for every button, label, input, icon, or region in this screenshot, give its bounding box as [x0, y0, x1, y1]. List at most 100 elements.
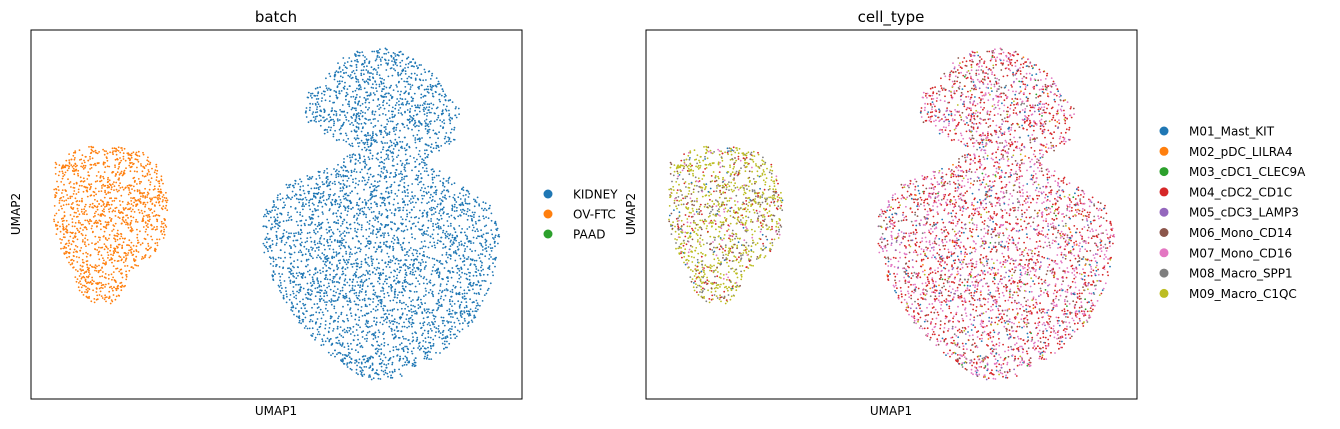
batch-point	[309, 282, 312, 284]
batch-point	[435, 272, 438, 275]
batch-point	[345, 330, 348, 332]
batch-point	[384, 204, 386, 207]
batch-point	[413, 72, 416, 75]
batch-point	[78, 275, 81, 277]
batch-point	[359, 248, 362, 251]
batch-point	[414, 285, 417, 288]
batch-point	[371, 264, 373, 267]
batch-point	[371, 368, 374, 370]
batch-point	[154, 242, 157, 245]
batch-point	[65, 230, 67, 233]
batch-point	[394, 171, 397, 174]
batch-point	[468, 289, 471, 292]
batch-point	[338, 230, 341, 233]
batch-point	[156, 197, 159, 200]
batch-point	[355, 80, 358, 83]
batch-point	[321, 340, 324, 343]
batch-point	[452, 138, 455, 141]
batch-point	[279, 275, 282, 278]
batch-point	[394, 288, 397, 291]
batch-point	[314, 111, 317, 114]
batch-point	[352, 70, 355, 72]
batch-point	[108, 290, 111, 293]
batch-point	[411, 183, 414, 185]
batch-point	[102, 257, 104, 260]
batch-point	[338, 195, 340, 198]
batch-point	[74, 151, 77, 154]
batch-point	[371, 262, 374, 265]
batch-point	[360, 361, 363, 364]
batch-point	[293, 234, 296, 237]
batch-point	[372, 73, 374, 75]
batch-point	[290, 205, 292, 208]
batch-point	[166, 199, 169, 202]
batch-point	[399, 140, 401, 143]
batch-point	[74, 236, 76, 239]
batch-point	[116, 267, 119, 270]
batch-point	[463, 264, 466, 266]
batch-point	[457, 196, 460, 199]
batch-point	[117, 150, 120, 152]
batch-point	[441, 291, 443, 294]
batch-point	[365, 164, 368, 166]
batch-point	[442, 224, 445, 227]
batch-point	[78, 204, 80, 207]
batch-point	[314, 87, 317, 90]
batch-point	[104, 189, 106, 192]
batch-point	[325, 276, 327, 279]
batch-point	[401, 198, 404, 200]
batch-point	[116, 238, 119, 241]
batch-point	[429, 241, 431, 244]
batch-point	[404, 166, 406, 169]
batch-point	[397, 239, 400, 242]
batch-point	[404, 276, 406, 279]
batch-point	[399, 343, 401, 346]
batch-point	[381, 323, 384, 326]
batch-point	[467, 286, 469, 288]
batch-point	[314, 116, 317, 118]
batch-point	[316, 328, 319, 331]
batch-point	[353, 272, 356, 275]
batch-point	[319, 256, 321, 259]
batch-point	[410, 233, 413, 236]
batch-point	[84, 219, 87, 222]
batch-point	[388, 131, 391, 134]
batch-point	[390, 189, 393, 192]
batch-point	[348, 300, 351, 303]
batch-point	[343, 158, 345, 160]
batch-point	[407, 348, 410, 351]
batch-point	[417, 268, 420, 271]
batch-point	[387, 375, 389, 378]
batch-point	[335, 342, 338, 344]
batch-point	[119, 237, 121, 240]
batch-point	[316, 111, 319, 113]
batch-point	[390, 183, 393, 186]
batch-point	[157, 214, 160, 217]
batch-point	[275, 230, 278, 233]
batch-point	[321, 205, 324, 208]
batch-point	[437, 328, 440, 330]
batch-point	[349, 64, 352, 67]
batch-point	[449, 140, 452, 143]
batch-point	[372, 338, 375, 340]
batch-point	[293, 260, 295, 263]
batch-point	[71, 218, 74, 220]
batch-point	[458, 254, 461, 257]
batch-point	[399, 50, 402, 53]
batch-point	[444, 142, 446, 145]
batch-point	[427, 144, 429, 147]
batch-point	[419, 229, 421, 231]
batch-point	[78, 213, 81, 216]
batch-point	[63, 214, 66, 217]
batch-point	[137, 178, 140, 180]
batch-point	[66, 231, 69, 234]
batch-point	[311, 221, 313, 224]
batch-point	[344, 81, 346, 84]
batch-point	[471, 211, 474, 214]
batch-point	[364, 141, 367, 144]
batch-point	[129, 159, 131, 162]
batch-point	[448, 253, 451, 256]
batch-point	[142, 194, 145, 197]
batch-point	[382, 113, 384, 115]
batch-point	[328, 182, 331, 185]
